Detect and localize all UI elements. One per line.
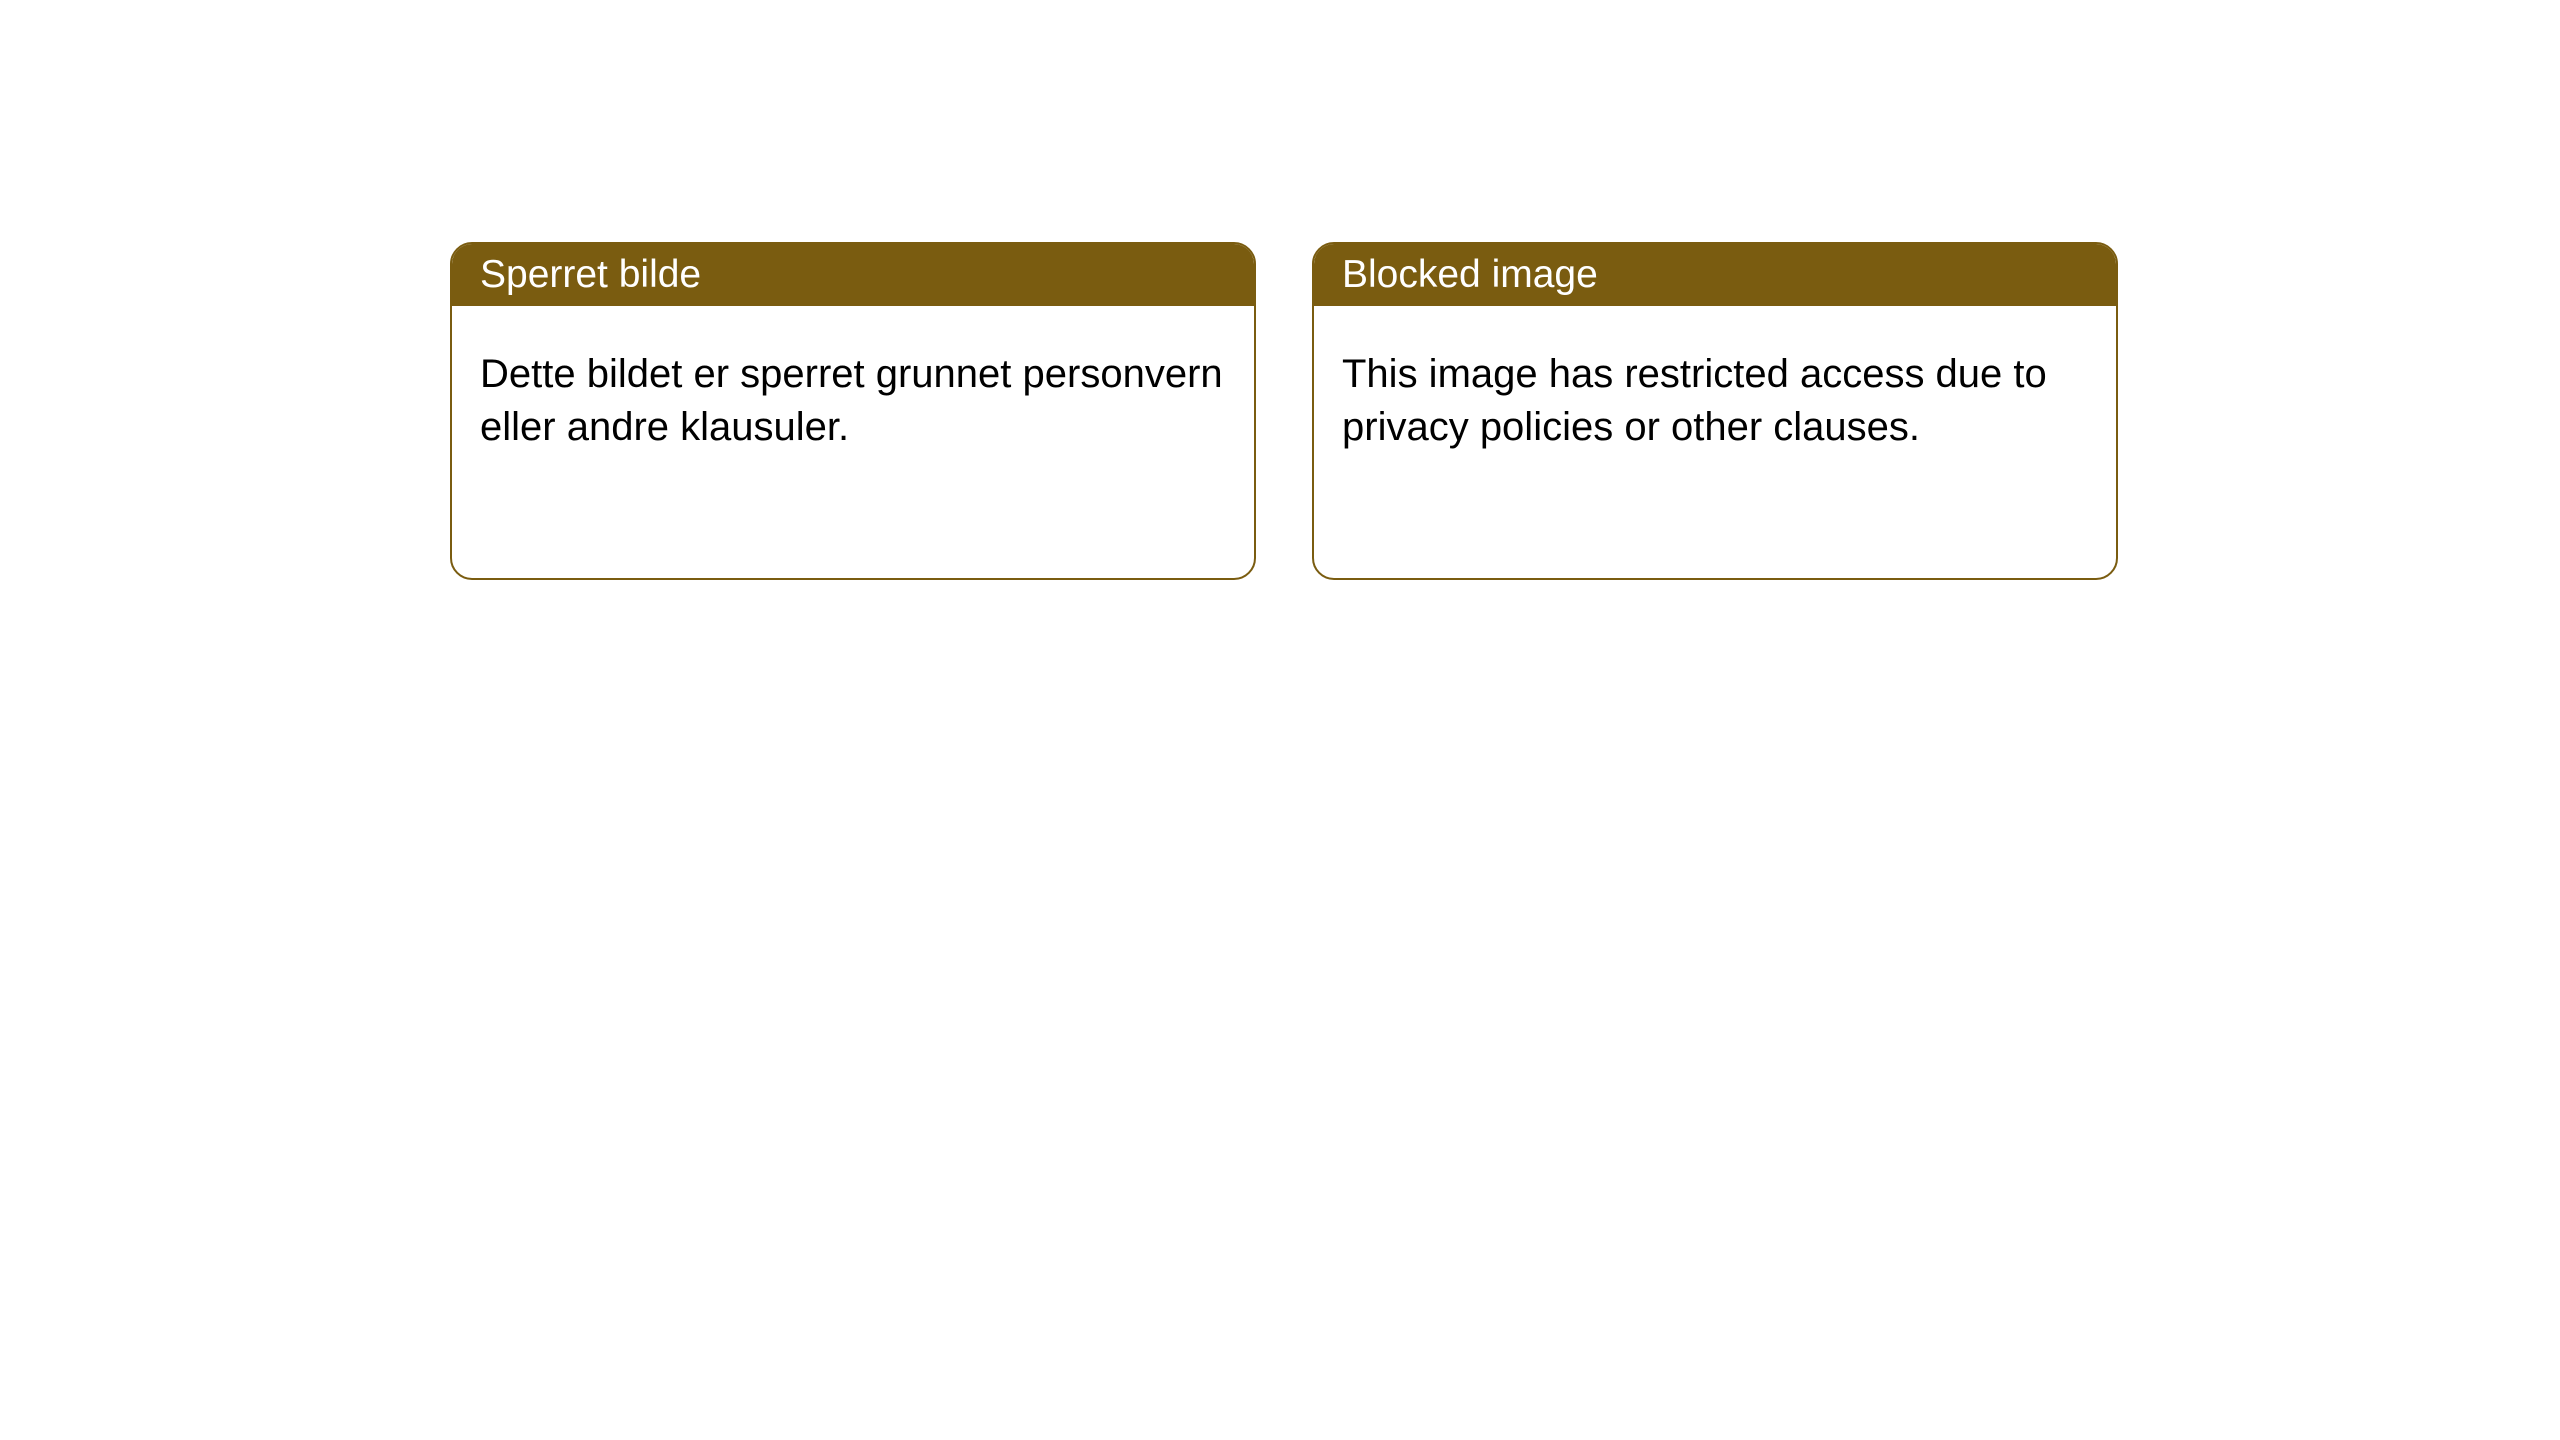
notice-card-norwegian: Sperret bilde Dette bildet er sperret gr… [450,242,1256,580]
card-body-english: This image has restricted access due to … [1314,306,2116,496]
notice-card-english: Blocked image This image has restricted … [1312,242,2118,580]
card-body-norwegian: Dette bildet er sperret grunnet personve… [452,306,1254,496]
card-text-norwegian: Dette bildet er sperret grunnet personve… [480,352,1223,449]
card-header-norwegian: Sperret bilde [452,244,1254,306]
card-text-english: This image has restricted access due to … [1342,352,2047,449]
notice-container: Sperret bilde Dette bildet er sperret gr… [0,0,2560,580]
card-title-english: Blocked image [1342,253,1598,297]
card-header-english: Blocked image [1314,244,2116,306]
card-title-norwegian: Sperret bilde [480,253,701,297]
